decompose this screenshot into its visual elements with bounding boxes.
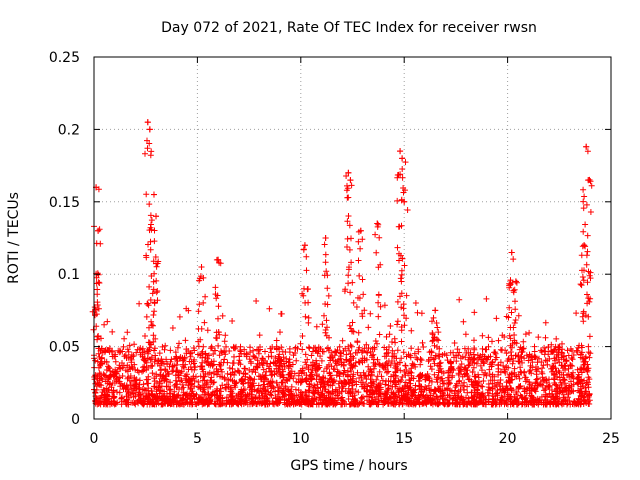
y-tick-label: 0.05 (49, 340, 80, 356)
y-tick-label: 0 (71, 412, 80, 428)
peak-point (95, 227, 102, 234)
plot-frame (93, 56, 612, 420)
peak-point (581, 242, 588, 249)
x-tick-label: 25 (602, 431, 620, 447)
data-points (89, 119, 595, 408)
peak-point (144, 119, 151, 126)
peak-point (198, 263, 205, 270)
peak-point (345, 169, 352, 176)
x-tick-label: 5 (193, 431, 202, 447)
peak-point (322, 235, 329, 241)
peak-point (301, 242, 308, 249)
y-tick-label: 0.2 (58, 122, 80, 138)
axis-ticks (93, 56, 612, 420)
chart-title: Day 072 of 2021, Rate Of TEC Index for r… (161, 20, 537, 36)
peak-point (399, 155, 406, 162)
peak-point (512, 278, 519, 285)
peak-point (585, 177, 592, 184)
x-tick-label: 0 (90, 431, 99, 447)
grid-lines (94, 57, 611, 419)
x-tick-label: 15 (395, 431, 413, 447)
x-tick-label: 10 (292, 431, 310, 447)
peak-point (508, 249, 515, 256)
scatter-points (89, 119, 595, 408)
peak-point (153, 213, 160, 220)
y-axis-label: ROTI / TECUs (6, 192, 22, 284)
y-tick-label: 0.15 (49, 195, 80, 211)
y-tick-label: 0.1 (58, 267, 80, 283)
peak-point (357, 227, 364, 234)
peak-point (150, 191, 157, 198)
peak-point (374, 220, 381, 227)
peak-point (583, 143, 590, 150)
x-tick-labels: 0 5 10 15 20 25 (90, 431, 620, 447)
peak-point (432, 307, 439, 314)
peak-point (146, 126, 153, 133)
y-tick-label: 0.25 (49, 50, 80, 66)
peak-point (215, 256, 222, 263)
peak-point (347, 177, 354, 184)
y-tick-labels: 0 0.05 0.1 0.15 0.2 0.25 (49, 50, 80, 428)
peak-point (401, 198, 408, 205)
peak-point (397, 148, 404, 155)
x-tick-label: 20 (499, 431, 517, 447)
x-axis-label: GPS time / hours (290, 458, 407, 474)
